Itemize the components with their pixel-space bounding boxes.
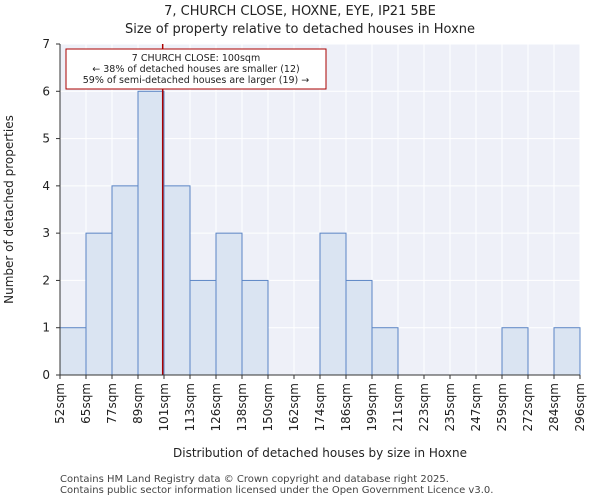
x-tick-label: 52sqm [53, 383, 67, 424]
x-tick-label: 162sqm [287, 383, 301, 431]
y-tick-label: 6 [42, 84, 50, 98]
histogram-bar [553, 327, 581, 376]
histogram-bar [501, 327, 529, 376]
histogram-bar [163, 185, 191, 376]
histogram-bar [215, 232, 243, 376]
histogram-bar [371, 327, 399, 376]
x-tick-label: 138sqm [235, 383, 249, 431]
histogram-bar [85, 232, 113, 376]
annotation-box [65, 48, 327, 90]
annotation-line: 59% of semi-detached houses are larger (… [83, 75, 310, 86]
chart-subtitle: Size of property relative to detached ho… [124, 22, 476, 37]
histogram-bar [189, 279, 217, 376]
annotation-line: 7 CHURCH CLOSE: 100sqm [132, 53, 260, 64]
x-tick-label: 65sqm [79, 383, 93, 424]
x-tick-label: 101sqm [157, 383, 171, 431]
x-tick-label: 77sqm [105, 383, 119, 424]
x-tick-label: 235sqm [443, 383, 457, 431]
histogram-bar [319, 232, 347, 376]
x-tick-label: 284sqm [547, 383, 561, 431]
x-tick-label: 211sqm [391, 383, 405, 431]
footer-line-1: Contains HM Land Registry data © Crown c… [60, 474, 449, 485]
histogram-bar [59, 327, 87, 376]
histogram-bar [111, 185, 139, 376]
x-tick-label: 89sqm [131, 383, 145, 424]
y-tick-label: 3 [42, 226, 50, 240]
x-tick-label: 259sqm [495, 383, 509, 431]
footer-line-2: Contains public sector information licen… [60, 485, 494, 496]
y-tick-label: 4 [42, 179, 50, 193]
y-tick-label: 0 [42, 368, 50, 382]
x-tick-label: 113sqm [183, 383, 197, 431]
x-tick-label: 126sqm [209, 383, 223, 431]
x-tick-label: 199sqm [365, 383, 379, 431]
annotation-line: ← 38% of detached houses are smaller (12… [92, 64, 299, 75]
histogram-bar [137, 90, 165, 376]
histogram-bar [345, 279, 373, 376]
y-tick-label: 5 [42, 132, 50, 146]
histogram-bar [241, 279, 269, 376]
x-tick-label: 296sqm [573, 383, 587, 431]
y-tick-label: 1 [42, 321, 50, 335]
x-tick-label: 223sqm [417, 383, 431, 431]
y-tick-label: 2 [42, 273, 50, 287]
y-tick-label: 7 [42, 37, 50, 51]
x-axis-label: Distribution of detached houses by size … [173, 446, 467, 460]
x-tick-label: 150sqm [261, 383, 275, 431]
chart-title: 7, CHURCH CLOSE, HOXNE, EYE, IP21 5BE [164, 4, 436, 19]
x-tick-label: 247sqm [469, 383, 483, 431]
y-axis-label: Number of detached properties [2, 115, 16, 304]
x-tick-label: 174sqm [313, 383, 327, 431]
x-tick-label: 272sqm [521, 383, 535, 431]
x-tick-label: 186sqm [339, 383, 353, 431]
